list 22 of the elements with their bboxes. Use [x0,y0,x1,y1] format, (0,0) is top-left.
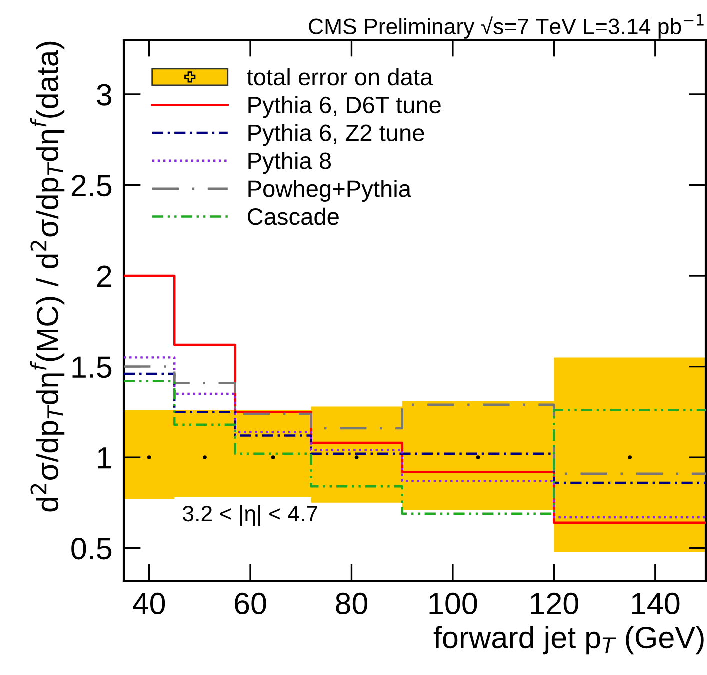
legend-label: Powheg+Pythia [248,180,412,202]
text: d$^{2}$σ/dp$_{T}$dη$^{f}$(MC) / d$^{2}$σ/dp$_{T}$dη$^{f}$(data) [30,42,65,512]
legend-label: Pythia 8 [248,152,332,174]
x-tick-label: 80 [336,592,368,615]
x-tick-label: 60 [235,592,266,615]
y-tick-label: 1.5 [72,356,112,378]
y-tick-label: 2.5 [72,174,112,197]
y-tick-label: 3 [97,84,112,106]
legend-label: total error on data [247,68,434,86]
x-tick-label: 120 [531,592,578,615]
x-tick-label: 100 [430,592,478,615]
y-tick-label: 0.5 [72,538,112,560]
x-tick-label: 140 [632,592,680,615]
legend-label: Pythia 6, Z2 tune [248,124,424,146]
annotation: 3.2 < |η| < 4.7 [183,505,318,526]
x-axis-title: forward jet p$_{T}$ (GeV) [434,626,704,655]
legend-label: Cascade [248,208,339,226]
legend-label: Pythia 6, D6T tune [248,96,441,118]
x-tick-label: 40 [133,592,166,615]
chart-title: CMS Preliminary √s=7 TeV L=3.14 pb$^{−1}$ [309,14,704,39]
y-tick-label: 1 [98,448,112,469]
y-tick-label: 2 [97,266,112,288]
